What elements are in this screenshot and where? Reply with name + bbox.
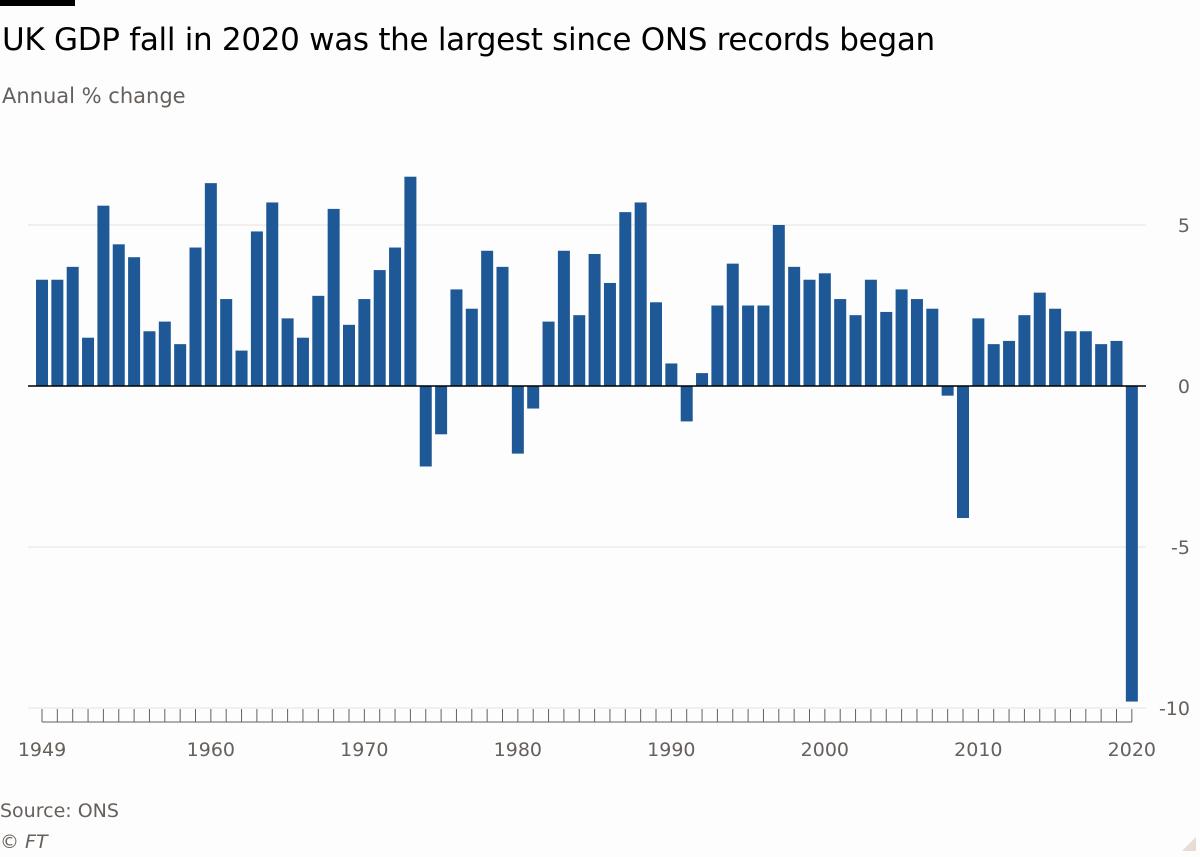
y-tick-label: 0 [1178,376,1190,398]
bar-1980 [511,386,524,454]
bar-2002 [849,315,862,386]
source-note: Source: ONS [0,800,119,822]
bar-1969 [343,324,355,386]
bar-2018 [1095,344,1108,386]
bar-1981 [527,386,540,409]
bar-2003 [864,279,877,386]
bar-1979 [496,266,509,386]
bar-1988 [634,202,647,386]
bar-2004 [880,311,893,386]
bar-1977 [465,308,478,386]
y-tick-label: 5 [1178,215,1190,237]
bar-1961 [220,299,233,386]
bar-2009 [957,386,969,519]
chart-subtitle: Annual % change [2,84,186,108]
top-rule [0,0,75,6]
axis-layer: 5 0 -5 -10 1949 1960 1970 1980 1990 2000 2010 2020 [18,215,1190,761]
bar-2019 [1110,340,1123,386]
bar-1987 [619,212,632,386]
bar-1984 [573,315,586,386]
bar-1965 [281,318,294,386]
bar-1967 [312,295,325,386]
bar-1963 [250,231,263,386]
bar-1966 [296,337,309,386]
bar-1975 [435,386,448,435]
bar-1983 [557,250,570,386]
x-tick-label: 2010 [954,739,1002,761]
bar-1952 [82,337,95,386]
bar-1985 [588,253,601,386]
bar-2015 [1049,308,1062,386]
bar-2017 [1079,331,1092,386]
x-tick-label: 2020 [1108,739,1156,761]
x-tick-label: 1980 [494,739,542,761]
bar-2014 [1033,292,1046,386]
bar-2001 [834,299,847,386]
bar-1976 [450,289,463,386]
bar-1990 [665,363,678,386]
x-tick-label: 2000 [801,739,849,761]
bar-1991 [680,386,693,422]
bar-1996 [757,305,770,386]
bar-1957 [158,321,171,386]
bars-layer [36,176,1138,702]
bar-1972 [389,247,402,386]
bar-2016 [1064,331,1077,386]
x-tick-label: 1949 [18,739,66,761]
bar-2011 [987,344,1000,386]
bar-1992 [696,373,709,386]
bar-1958 [174,344,187,386]
bar-1960 [204,183,217,386]
bar-1970 [358,299,371,386]
bar-1950 [51,279,64,386]
bar-1995 [742,305,755,386]
copyright-note: © FT [0,831,48,853]
bar-2012 [1003,340,1016,386]
bar-1964 [266,202,279,386]
bar-2013 [1018,315,1031,386]
bar-1989 [650,302,662,386]
bar-2007 [926,308,939,386]
bar-1955 [128,257,141,386]
bar-1959 [189,247,202,386]
bar-1982 [542,321,555,386]
x-tick-label: 1990 [647,739,695,761]
x-tick-label: 1960 [187,739,235,761]
corner-mark [1182,837,1196,851]
bar-1971 [373,270,386,386]
bar-1997 [772,225,785,386]
bar-2010 [972,318,985,386]
bar-2020 [1125,386,1138,702]
bar-chart: 5 0 -5 -10 1949 1960 1970 1980 1990 2000 2010 2020 [18,176,1190,761]
bar-2008 [941,386,954,396]
x-tick-label: 1970 [340,739,388,761]
chart-title: UK GDP fall in 2020 was the largest sinc… [2,22,935,58]
bar-1974 [419,386,432,467]
bar-1973 [404,176,417,386]
bar-1993 [711,305,724,386]
bar-1986 [603,282,616,386]
bar-1994 [726,263,739,386]
bar-1999 [803,279,816,386]
bar-1978 [481,250,494,386]
bar-1962 [235,350,248,386]
y-tick-label: -10 [1159,698,1190,720]
bar-1954 [112,244,125,386]
bar-2006 [910,299,923,386]
bar-1953 [97,205,110,386]
bar-1956 [143,331,156,386]
bar-2000 [818,273,831,386]
bar-1968 [327,208,340,386]
bar-1949 [36,279,48,386]
bar-2005 [895,289,908,386]
bar-1998 [788,266,801,386]
bar-1951 [66,266,79,386]
y-tick-label: -5 [1171,537,1190,559]
